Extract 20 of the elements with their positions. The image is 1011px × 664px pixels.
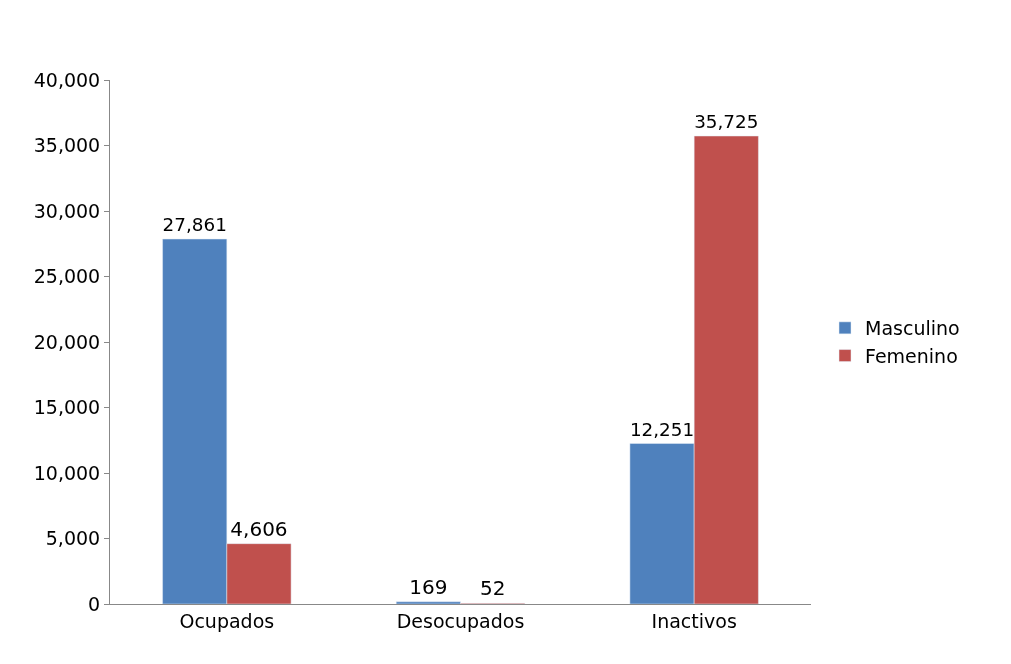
legend-label: Masculino (865, 317, 960, 340)
y-tick-label: 15,000 (33, 396, 101, 419)
x-tick-label: Desocupados (396, 609, 525, 632)
data-label: 12,251 (629, 418, 695, 440)
y-tick-label: 35,000 (33, 134, 101, 157)
data-label: 169 (409, 574, 448, 599)
x-tick-label: Inactivos (651, 609, 737, 632)
y-tick-label: 0 (88, 592, 101, 615)
y-tick-label: 30,000 (33, 199, 101, 222)
legend-label: Femenino (865, 344, 958, 367)
x-tick-label: Ocupados (179, 609, 275, 632)
y-tick-label: 5,000 (45, 527, 101, 550)
data-label: 27,861 (162, 214, 227, 236)
y-tick-label: 20,000 (33, 330, 101, 353)
data-label: 35,725 (694, 111, 759, 133)
y-tick-label: 10,000 (33, 461, 101, 484)
y-tick-label: 40,000 (33, 68, 101, 91)
data-label: 52 (479, 576, 506, 601)
data-label: 4,606 (230, 516, 288, 541)
y-tick-label: 25,000 (33, 265, 101, 288)
